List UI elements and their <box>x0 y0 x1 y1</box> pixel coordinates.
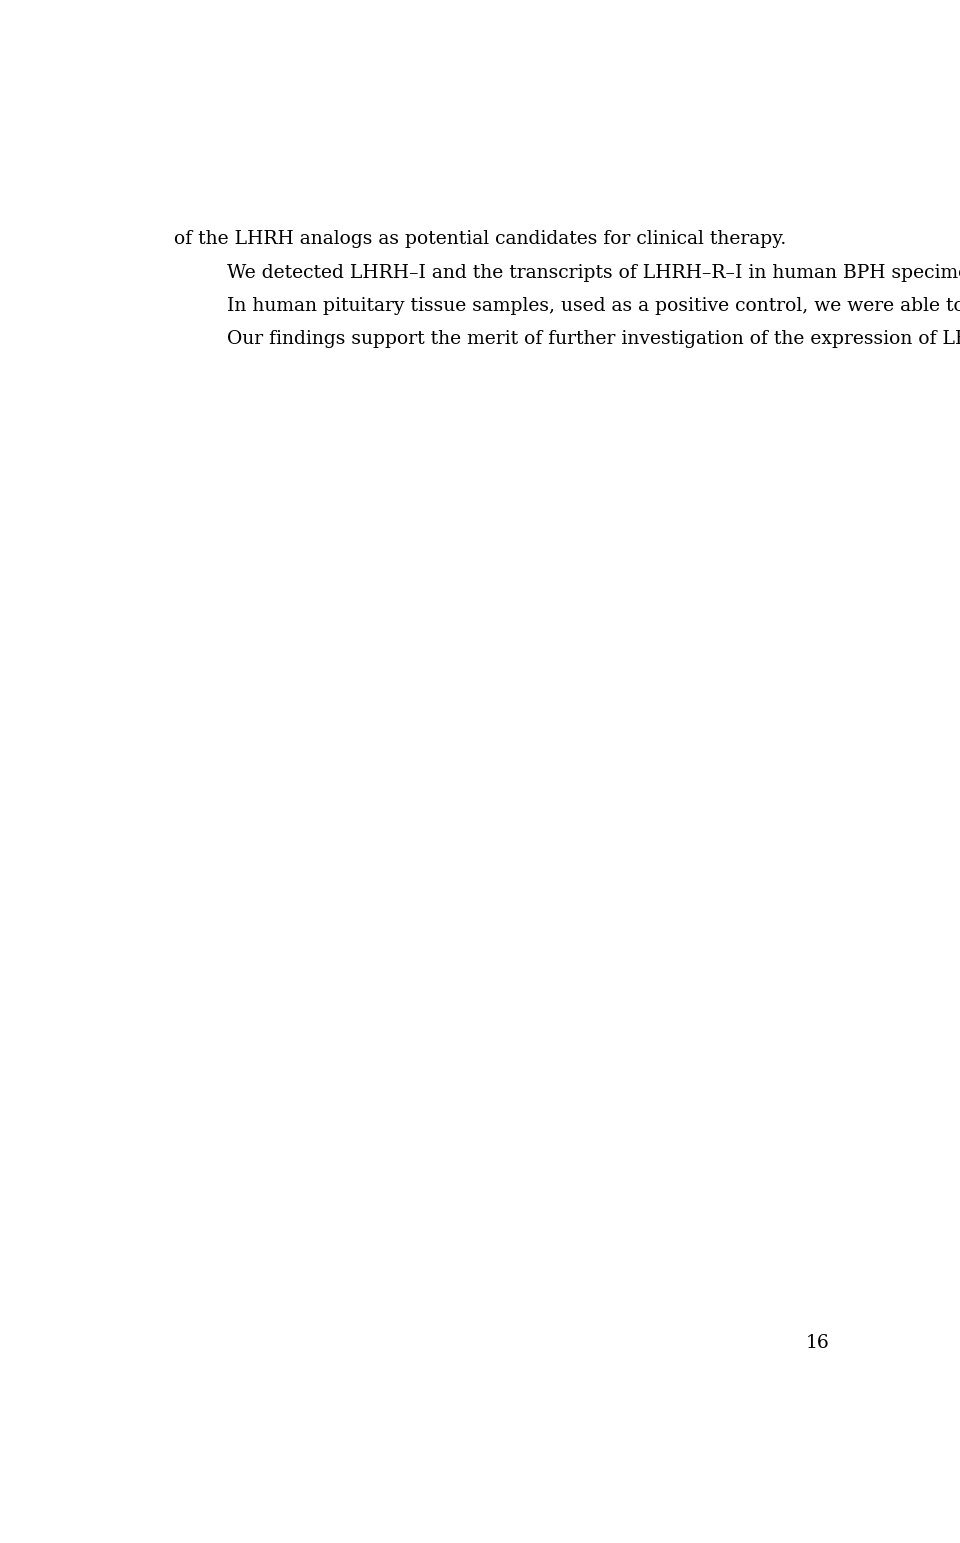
Text: We detected LHRH–I and the transcripts of LHRH–R–I in human BPH specimens, but w: We detected LHRH–I and the transcripts o… <box>228 264 960 282</box>
Text: In human pituitary tissue samples, used as a positive control, we were able to d: In human pituitary tissue samples, used … <box>228 298 960 315</box>
Text: 16: 16 <box>806 1333 829 1352</box>
Text: Our findings support the merit of further investigation of the expression of LHR: Our findings support the merit of furthe… <box>228 330 960 349</box>
Text: of the LHRH analogs as potential candidates for clinical therapy.: of the LHRH analogs as potential candida… <box>174 230 786 248</box>
